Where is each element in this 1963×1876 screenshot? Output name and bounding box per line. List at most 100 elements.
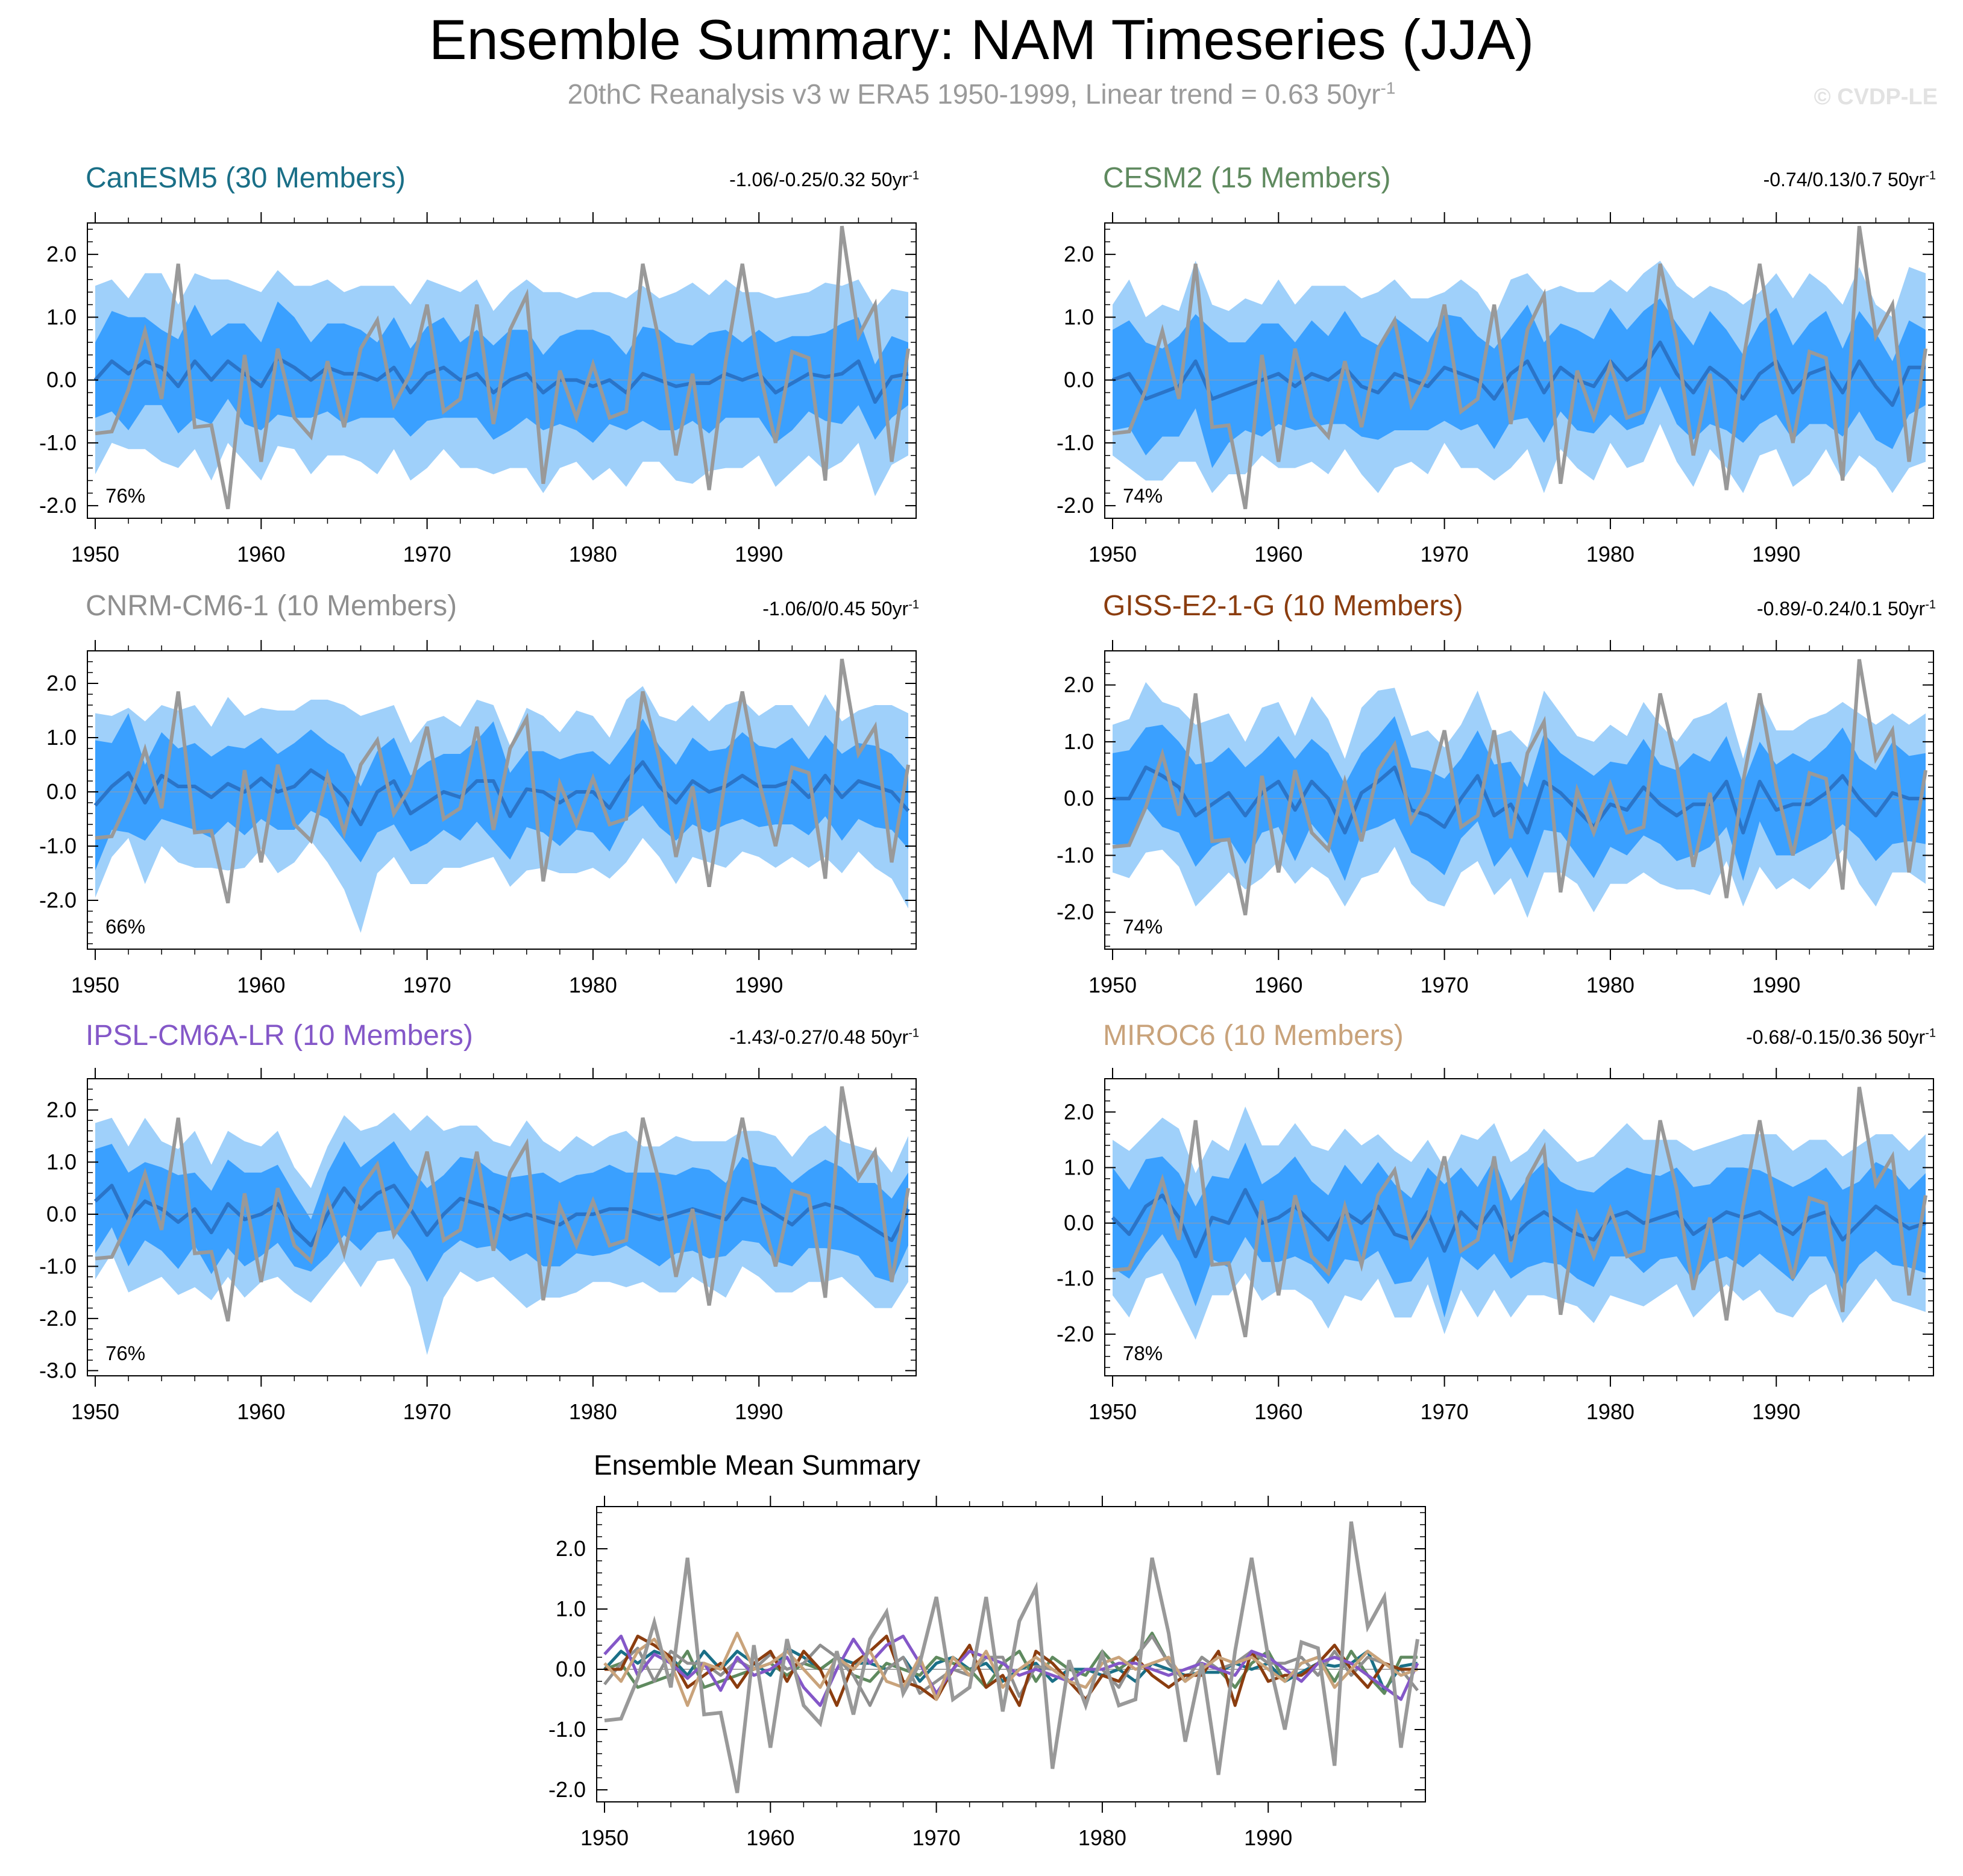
y-tick-label: -1.0 [39,1253,77,1278]
percent-label: 76% [105,485,145,507]
percent-label: 74% [1123,485,1163,507]
panel-stat-giss: -0.89/-0.24/0.1 50yr-1 [1757,598,1936,620]
x-tick-label: 1960 [746,1825,794,1850]
subtitle-superscript: -1 [1380,78,1396,98]
panel-title-ipsl: IPSL-CM6A-LR (10 Members) [86,1020,473,1052]
chart-panel-4: 2.0 1.0 0.0 -1.0 -2.0 -3.0 1950 1960 1970 1980 199… [39,1068,917,1424]
ensemble-mean-line [1111,1188,1926,1258]
y-tick-label: 2.0 [46,242,77,266]
y-tick-label: 0.0 [46,779,77,804]
ensemble-mean-line [1113,765,1926,835]
figure-subtitle: 20thC Reanalysis v3 w ERA5 1950-1999, Li… [0,78,1963,110]
plot-area [1105,659,1933,918]
panel-title-giss: GISS-E2-1-G (10 Members) [1103,590,1463,622]
x-tick-label: 1980 [1078,1825,1126,1850]
observation-line [95,1086,910,1322]
plot-frame [1104,222,1934,519]
stat-text: -1.06/-0.25/0.32 50yr [729,169,909,190]
stat-superscript: -1 [908,598,919,612]
y-tick-label: -2.0 [1057,1322,1094,1346]
x-tick-label: 1990 [735,542,783,566]
panel-title-canesm5: CanESM5 (30 Members) [86,162,406,194]
x-tick-label: 1950 [1088,1399,1137,1424]
plot-area [87,225,916,509]
chart-panel-1: 2.0 1.0 0.0 -1.0 -2.0 1950 1960 1970 1980 1990 74% [1057,212,1934,566]
percent-label: 74% [1123,915,1163,938]
stat-text: -0.89/-0.24/0.1 50yr [1756,598,1926,620]
y-tick-label: -3.0 [39,1358,77,1382]
y-tick-label: 0.0 [1064,786,1094,811]
x-tick-label: 1990 [1752,973,1800,997]
panel-stat-cesm2: -0.74/0.13/0.7 50yr-1 [1764,169,1936,191]
y-tick-label: 2.0 [1064,1099,1094,1124]
y-tick-label: -1.0 [39,833,77,858]
stat-text: -0.74/0.13/0.7 50yr [1763,169,1926,190]
chart-panel-3: 2.0 1.0 0.0 -1.0 -2.0 1950 1960 1970 1980 1990 74% [1057,640,1934,997]
observation-line [1112,1087,1927,1338]
y-tick-label: -1.0 [548,1717,586,1742]
model-mean-line-3 [605,1634,1418,1707]
stat-superscript: -1 [1925,598,1936,612]
y-tick-label: -1.0 [1057,430,1094,455]
panel-stat-canesm5: -1.06/-0.25/0.32 50yr-1 [729,169,919,191]
x-tick-label: 1950 [1088,542,1137,566]
stat-text: -1.06/0/0.45 50yr [762,598,909,620]
subtitle-text: 20thC Reanalysis v3 w ERA5 1950-1999, Li… [567,78,1381,110]
x-tick-label: 1970 [1421,973,1469,997]
y-tick-label: -2.0 [1057,900,1094,924]
stat-superscript: -1 [908,169,919,183]
x-tick-label: 1970 [912,1825,961,1850]
chart-panel-0: 2.0 1.0 0.0 -1.0 -2.0 1950 1960 1970 1980 1990 76% [39,212,917,566]
x-tick-label: 1960 [237,1399,285,1424]
plot-frame [87,222,917,519]
x-tick-label: 1970 [403,542,451,566]
percent-label: 78% [1123,1342,1163,1364]
x-tick-label: 1980 [569,542,617,566]
stat-text: -0.68/-0.15/0.36 50yr [1746,1026,1926,1048]
x-tick-label: 1990 [1244,1825,1292,1850]
x-tick-label: 1980 [569,1399,617,1424]
y-tick-label: 0.0 [46,1202,77,1226]
x-tick-label: 1950 [71,542,119,566]
y-tick-label: 0.0 [1064,1211,1094,1235]
x-tick-label: 1950 [71,973,119,997]
x-tick-label: 1960 [1254,542,1302,566]
stat-text: -1.43/-0.27/0.48 50yr [729,1026,909,1048]
plot-area [87,658,916,933]
panel-title-miroc6: MIROC6 (10 Members) [1103,1020,1404,1052]
plot-area [1105,225,1933,509]
plot-frame [1104,1078,1934,1376]
x-tick-label: 1970 [403,1399,451,1424]
x-tick-label: 1980 [1586,1399,1635,1424]
x-tick-label: 1970 [1421,1399,1469,1424]
percent-label: 76% [105,1342,145,1364]
plot-area [597,1521,1425,1793]
observation-line [1112,659,1927,916]
x-tick-label: 1980 [1586,542,1635,566]
ensemble-mean-line [93,760,910,826]
y-tick-label: 2.0 [46,1097,77,1122]
y-tick-label: 0.0 [1064,368,1094,392]
plot-frame [87,650,917,950]
panel-stat-ipsl: -1.43/-0.27/0.48 50yr-1 [729,1026,919,1049]
copyright-mark: © CVDP-LE [1814,84,1938,110]
x-tick-label: 1960 [1254,1399,1302,1424]
x-tick-label: 1950 [1088,973,1137,997]
x-tick-label: 1960 [237,973,285,997]
y-tick-label: -1.0 [1057,1266,1094,1291]
x-tick-label: 1960 [1254,973,1302,997]
y-tick-label: 1.0 [1064,1155,1094,1179]
figure-title: Ensemble Summary: NAM Timeseries (JJA) [429,8,1534,71]
x-tick-label: 1990 [1752,542,1800,566]
x-tick-label: 1950 [71,1399,119,1424]
plot-area [87,1086,916,1355]
panel-title-cnrm: CNRM-CM6-1 (10 Members) [86,590,457,622]
plot-frame [596,1506,1426,1802]
mean-summary-title: Ensemble Mean Summary [594,1449,920,1481]
y-tick-label: 0.0 [46,368,77,392]
y-tick-label: -2.0 [548,1777,586,1802]
plot-area [1105,1087,1933,1340]
y-tick-label: 2.0 [1064,673,1094,697]
y-tick-label: 0.0 [556,1657,586,1681]
